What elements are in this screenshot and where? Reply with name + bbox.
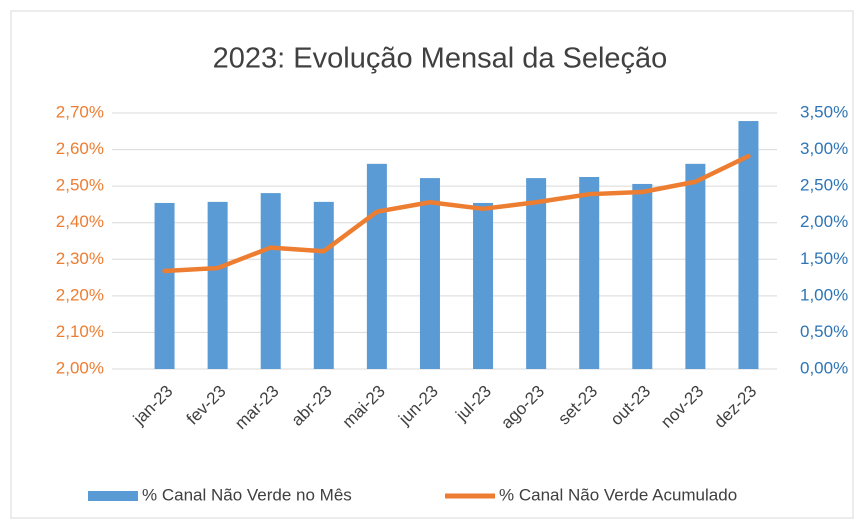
y-tick-label: 2,70% xyxy=(56,102,104,121)
y2-tick-label: 1,00% xyxy=(800,285,848,304)
y2-tick-label: 1,50% xyxy=(800,249,848,268)
chart-title: 2023: Evolução Mensal da Seleção xyxy=(213,43,668,75)
bar xyxy=(419,178,440,369)
y-tick-label: 2,10% xyxy=(56,322,104,341)
bar xyxy=(632,183,653,369)
y2-tick-label: 0,00% xyxy=(800,358,848,377)
legend-label: % Canal Não Verde no Mês xyxy=(142,485,352,504)
y-tick-label: 2,60% xyxy=(56,139,104,158)
y2-tick-label: 2,50% xyxy=(800,176,848,195)
line xyxy=(162,153,751,274)
bar xyxy=(579,177,600,369)
y-tick-label: 2,40% xyxy=(56,212,104,231)
bar xyxy=(207,201,228,369)
y2-tick-label: 3,00% xyxy=(800,139,848,158)
y-tick-label: 2,50% xyxy=(56,176,104,195)
y2-tick-label: 0,50% xyxy=(800,322,848,341)
bar xyxy=(738,121,759,369)
legend-swatch xyxy=(88,491,138,501)
bar xyxy=(313,201,334,369)
bar xyxy=(154,202,175,369)
y-tick-label: 2,20% xyxy=(56,285,104,304)
legend-label: % Canal Não Verde Acumulado xyxy=(499,485,737,504)
y2-tick-label: 2,00% xyxy=(800,212,848,231)
y-tick-label: 2,00% xyxy=(56,358,104,377)
bar xyxy=(260,193,281,369)
y-tick-label: 2,30% xyxy=(56,249,104,268)
bar xyxy=(366,163,387,369)
bar xyxy=(685,163,706,369)
y2-tick-label: 3,50% xyxy=(800,102,848,121)
bar xyxy=(526,178,547,369)
bar xyxy=(473,202,494,369)
